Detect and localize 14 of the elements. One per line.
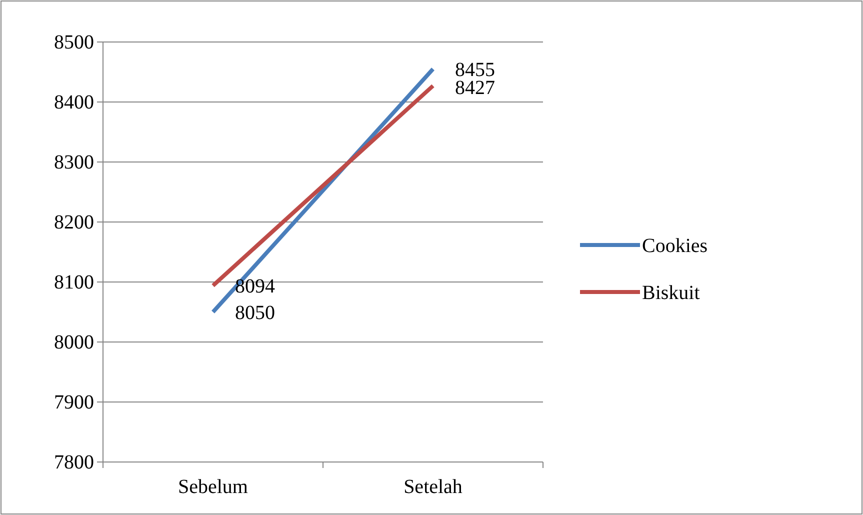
y-tick-label: 7900	[54, 391, 94, 414]
y-tick-label: 8100	[54, 271, 94, 294]
legend-label: Biskuit	[642, 282, 700, 304]
data-label: 8094	[235, 276, 275, 298]
y-tick-label: 8200	[54, 211, 94, 234]
y-tick-label: 8300	[54, 151, 94, 174]
x-tick-label: Setelah	[404, 476, 462, 498]
y-tick-label: 8500	[54, 31, 94, 54]
x-tick-label: Sebelum	[178, 476, 248, 498]
legend-label: Cookies	[642, 235, 708, 257]
data-label: 8050	[235, 302, 275, 324]
y-tick-label: 7800	[54, 451, 94, 474]
y-tick-label: 8000	[54, 331, 94, 354]
y-tick-label: 8400	[54, 91, 94, 114]
